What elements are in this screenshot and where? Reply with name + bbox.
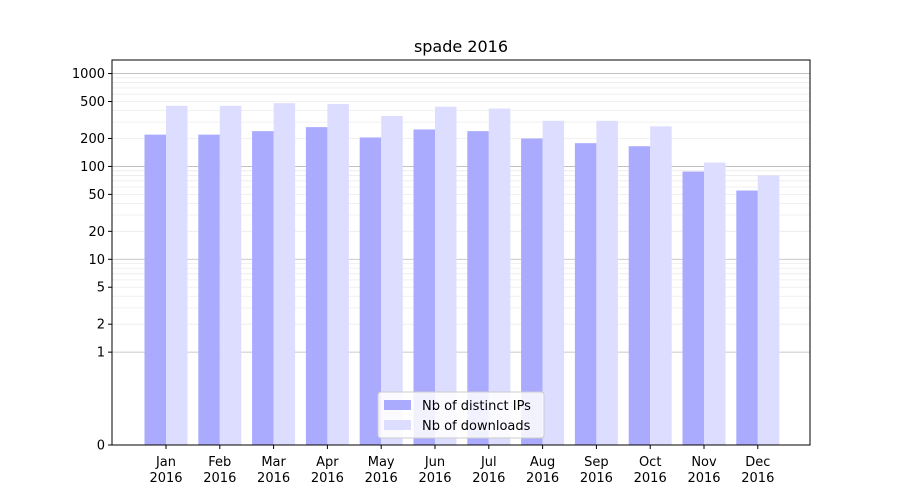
bar-downloads-aug [542, 120, 565, 445]
bar-downloads-mar [273, 103, 296, 445]
x-tick-label-month: Jan [155, 455, 176, 470]
x-tick-label-year: 2016 [365, 471, 398, 486]
x-tick-label-year: 2016 [687, 471, 720, 486]
bar-distinct-ips-may [359, 137, 382, 445]
bar-distinct-ips-nov [682, 171, 704, 446]
legend-swatch [384, 420, 411, 430]
chart-title: spade 2016 [414, 37, 508, 56]
y-tick-label: 0 [97, 439, 105, 454]
x-tick-label-month: Jun [424, 455, 445, 470]
bar-distinct-ips-feb [198, 134, 220, 445]
x-tick-label-year: 2016 [580, 471, 613, 486]
x-tick-label-year: 2016 [634, 471, 667, 486]
y-axis: 0 1 2 5 10 20 50 100 200 500 1000 [72, 67, 112, 454]
x-tick-label-month: Apr [316, 455, 339, 470]
x-tick-label-year: 2016 [418, 471, 451, 486]
x-tick-label-month: May [368, 455, 395, 470]
bar-distinct-ips-jan [144, 134, 166, 445]
legend-label: Nb of downloads [422, 419, 531, 434]
bar-downloads-jan [166, 105, 188, 446]
x-tick-label-year: 2016 [311, 471, 344, 486]
y-tick-label: 20 [88, 225, 105, 240]
x-tick-label-year: 2016 [257, 471, 290, 486]
bar-distinct-ips-mar [252, 131, 274, 446]
x-tick-label-year: 2016 [472, 471, 505, 486]
x-tick-label-year: 2016 [741, 471, 774, 486]
bar-distinct-ips-dec [736, 190, 758, 445]
bar-downloads-apr [327, 104, 349, 445]
x-tick-label-month: Sep [584, 455, 609, 470]
bar-distinct-ips-oct [628, 146, 651, 445]
bar-downloads-jul [488, 108, 511, 445]
x-tick-label-year: 2016 [203, 471, 236, 486]
x-tick-label-month: Dec [745, 455, 770, 470]
bar-downloads-feb [219, 105, 242, 446]
x-tick-label-month: Jul [480, 455, 497, 470]
legend-swatch [384, 400, 411, 410]
x-tick-label-month: Feb [208, 455, 231, 470]
y-tick-label: 500 [80, 95, 105, 110]
y-tick-label: 5 [97, 281, 105, 296]
legend-box [377, 391, 545, 439]
bar-distinct-ips-apr [305, 127, 328, 446]
y-tick-label: 100 [80, 160, 105, 175]
x-tick-label-month: Oct [639, 455, 661, 470]
bar-downloads-dec [757, 175, 780, 446]
bar-distinct-ips-aug [521, 138, 543, 445]
y-tick-label: 2 [97, 318, 105, 333]
bar-downloads-sep [596, 120, 618, 445]
legend: Nb of distinct IPs Nb of downloads [377, 391, 545, 439]
x-tick-label-year: 2016 [526, 471, 559, 486]
y-tick-label: 50 [88, 188, 105, 203]
x-tick-label-year: 2016 [149, 471, 182, 486]
bar-downloads-nov [704, 162, 726, 446]
x-axis: Jan2016Feb2016Mar2016Apr2016May2016Jun20… [149, 445, 774, 486]
y-tick-label: 1000 [72, 67, 105, 82]
y-tick-label: 1 [97, 346, 105, 361]
bar-downloads-jun [435, 106, 457, 445]
legend-label: Nb of distinct IPs [422, 399, 531, 414]
y-tick-label: 200 [80, 132, 105, 147]
bar-distinct-ips-jun [413, 129, 435, 445]
bar-downloads-may [381, 115, 403, 446]
y-tick-label: 10 [88, 253, 105, 268]
plot-frame [111, 59, 811, 446]
x-tick-label-month: Aug [530, 455, 555, 470]
x-tick-label-month: Mar [261, 455, 286, 470]
bars [144, 103, 780, 446]
bar-distinct-ips-sep [574, 143, 597, 445]
bar-downloads-oct [650, 126, 672, 445]
bar-distinct-ips-jul [467, 131, 489, 446]
x-tick-label-month: Nov [691, 455, 717, 470]
